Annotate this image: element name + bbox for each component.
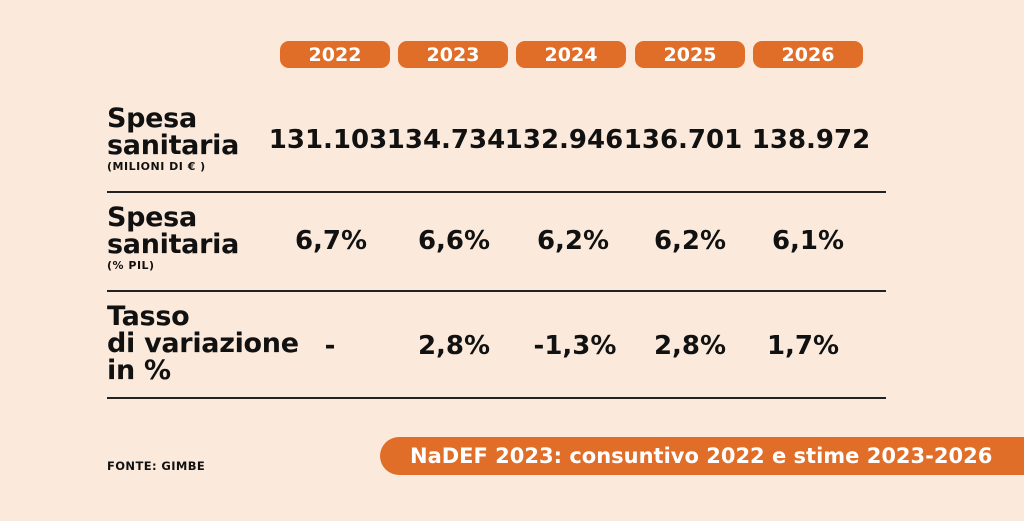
cell-spesa-milioni-2024: 132.946 — [504, 125, 624, 155]
row-label-tasso-variazione: Tasso di variazione in % — [107, 303, 299, 384]
cell-spesa-pil-2023: 6,6% — [417, 226, 491, 256]
source-label: FONTE: GIMBE — [107, 459, 206, 473]
cell-spesa-pil-2024: 6,2% — [536, 226, 610, 256]
year-header-2024: 2024 — [516, 41, 626, 68]
chart-title: NaDEF 2023: consuntivo 2022 e stime 2023… — [410, 444, 993, 468]
row-divider — [107, 290, 886, 292]
row-unit-label: (MILIONI DI € ) — [107, 160, 206, 173]
cell-spesa-milioni-2026: 138.972 — [751, 125, 871, 155]
row-label-line-2: di variazione — [107, 328, 299, 359]
row-unit-label: (% PIL) — [107, 259, 155, 272]
row-label-text: Spesa sanitaria — [107, 103, 239, 161]
row-divider — [107, 397, 886, 399]
row-label-text: Spesa sanitaria — [107, 202, 239, 260]
cell-spesa-milioni-2023: 134.734 — [386, 125, 506, 155]
cell-spesa-pil-2025: 6,2% — [653, 226, 727, 256]
year-header-2026: 2026 — [753, 41, 863, 68]
row-label-line-3: in % — [107, 355, 171, 386]
row-label-spesa-milioni: Spesa sanitaria (MILIONI DI € ) — [107, 105, 247, 174]
year-header-2022: 2022 — [280, 41, 390, 68]
cell-tasso-2026: 1,7% — [766, 331, 840, 361]
cell-tasso-2022: - — [324, 331, 336, 361]
year-header-2025: 2025 — [635, 41, 745, 68]
cell-tasso-2025: 2,8% — [653, 331, 727, 361]
cell-spesa-milioni-2025: 136.701 — [623, 125, 743, 155]
row-label-spesa-pil: Spesa sanitaria (% PIL) — [107, 204, 247, 273]
cell-tasso-2024: -1,3% — [533, 331, 617, 361]
cell-tasso-2023: 2,8% — [417, 331, 491, 361]
row-label-line-1: Tasso — [107, 301, 190, 332]
chart-title-banner: NaDEF 2023: consuntivo 2022 e stime 2023… — [380, 437, 1024, 475]
cell-spesa-pil-2026: 6,1% — [771, 226, 845, 256]
cell-spesa-milioni-2022: 131.103 — [268, 125, 388, 155]
year-header-2023: 2023 — [398, 41, 508, 68]
cell-spesa-pil-2022: 6,7% — [294, 226, 368, 256]
row-divider — [107, 191, 886, 193]
